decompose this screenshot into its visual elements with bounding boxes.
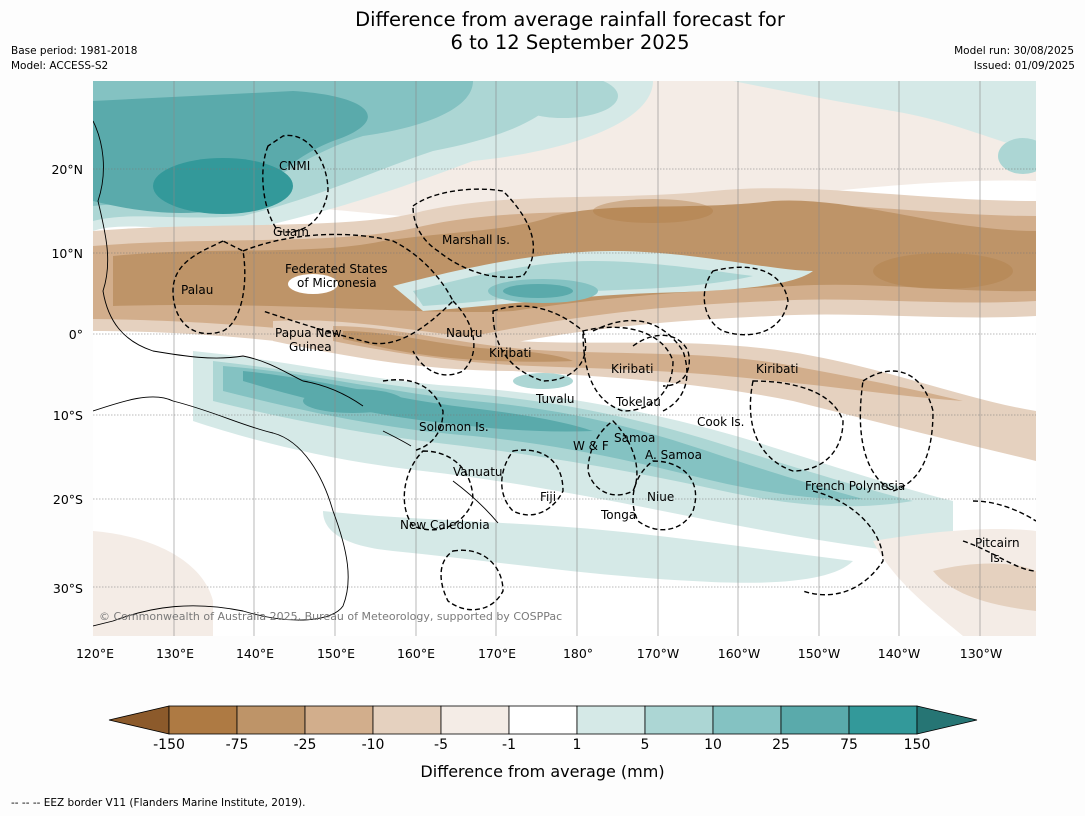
colorbar-swatch: [712, 705, 782, 735]
lon-label-150w: 150°W: [797, 646, 841, 661]
colorbar: [108, 705, 978, 735]
label-png-line1: Papua New: [275, 326, 342, 340]
colorbar-swatch: [168, 705, 238, 735]
label-nauru: Nauru: [446, 326, 483, 340]
colorbar-extend-low: [108, 705, 170, 735]
map-canvas: [93, 81, 1036, 636]
label-niue: Niue: [647, 490, 675, 504]
colorbar-tick: -5: [434, 737, 448, 753]
colorbar-tick: -25: [293, 737, 317, 753]
colorbar-tick: 75: [840, 737, 858, 753]
label-solomon-islands: Solomon Is.: [419, 420, 489, 434]
colorbar-tick: -1: [502, 737, 516, 753]
colorbar-swatch: [644, 705, 714, 735]
label-cnmi: CNMI: [279, 159, 311, 173]
label-wallis-futuna: W & F: [573, 439, 609, 453]
label-palau: Palau: [181, 283, 214, 297]
model-run: Model run: 30/08/2025: [954, 45, 1074, 57]
colorbar-tick: 25: [772, 737, 790, 753]
lon-label-160e: 160°E: [396, 646, 435, 661]
lat-label-0: 0°: [68, 327, 83, 342]
colorbar-tick: -10: [361, 737, 385, 753]
lat-label-20n: 20°N: [51, 162, 83, 177]
label-pitcairn-line1: Pitcairn: [975, 536, 1020, 550]
colorbar-tick: 10: [704, 737, 722, 753]
model-name: Model: ACCESS-S2: [11, 60, 109, 72]
lon-label-150e: 150°E: [316, 646, 355, 661]
lon-label-140w: 140°W: [877, 646, 921, 661]
colorbar-swatch: [372, 705, 442, 735]
colorbar-tick: 150: [903, 737, 931, 753]
colorbar-extend-high: [916, 705, 978, 735]
colorbar-swatch: [848, 705, 918, 735]
colorbar-swatch: [508, 705, 578, 735]
map-title-line2: 6 to 12 September 2025: [450, 31, 690, 54]
label-guam: Guam: [273, 225, 309, 239]
lon-label-140e: 140°E: [235, 646, 274, 661]
label-kiribati-west: Kiribati: [489, 346, 532, 360]
label-samoa: Samoa: [614, 431, 656, 445]
lat-label-10n: 10°N: [51, 246, 83, 261]
colorbar-swatch: [236, 705, 306, 735]
copyright-notice: © Commonwealth of Australia 2025, Bureau…: [99, 610, 563, 623]
base-period: Base period: 1981-2018: [11, 45, 138, 57]
colorbar-swatch: [440, 705, 510, 735]
colorbar-swatches: [108, 705, 978, 735]
label-new-caledonia: New Caledonia: [400, 518, 490, 532]
issued-date: Issued: 01/09/2025: [973, 60, 1075, 72]
map-title-line1: Difference from average rainfall forecas…: [355, 8, 785, 31]
lon-label-160w: 160°W: [717, 646, 761, 661]
lon-label-170e: 170°E: [477, 646, 516, 661]
label-american-samoa: A. Samoa: [645, 448, 702, 462]
label-fiji: Fiji: [540, 490, 557, 504]
colorbar-tick: 1: [572, 737, 582, 753]
label-kiribati-central: Kiribati: [611, 362, 654, 376]
label-marshall-islands: Marshall Is.: [442, 233, 510, 247]
lon-label-120e: 120°E: [75, 646, 114, 661]
label-tuvalu: Tuvalu: [536, 392, 575, 406]
colorbar-swatch: [304, 705, 374, 735]
colorbar-tick: -150: [153, 737, 185, 753]
label-french-polynesia: French Polynesia: [805, 479, 906, 493]
label-tonga: Tonga: [601, 508, 637, 522]
colorbar-tick: -75: [225, 737, 249, 753]
label-vanuatu: Vanuatu: [453, 465, 503, 479]
lon-label-170w: 170°W: [636, 646, 680, 661]
label-fsm-line2: of Micronesia: [297, 276, 377, 290]
lat-label-10s: 10°S: [52, 408, 83, 423]
label-png-line2: Guinea: [289, 340, 332, 354]
label-kiribati-east: Kiribati: [756, 362, 799, 376]
colorbar-tick: 5: [640, 737, 650, 753]
label-fsm-line1: Federated States: [285, 262, 388, 276]
lon-label-180: 180°: [562, 646, 594, 661]
label-pitcairn-line2: Is.: [990, 551, 1004, 565]
lon-label-130w: 130°W: [959, 646, 1003, 661]
label-tokelau: Tokelau: [616, 395, 661, 409]
label-cook-islands: Cook Is.: [697, 415, 745, 429]
lat-label-30s: 30°S: [52, 581, 83, 596]
colorbar-title: Difference from average (mm): [420, 762, 665, 781]
lat-label-20s: 20°S: [52, 492, 83, 507]
eez-footnote: -- -- -- EEZ border V11 (Flanders Marine…: [11, 797, 306, 809]
lon-label-130e: 130°E: [155, 646, 194, 661]
colorbar-swatch: [576, 705, 646, 735]
rainfall-anomaly-map: [93, 81, 1036, 636]
colorbar-swatch: [780, 705, 850, 735]
